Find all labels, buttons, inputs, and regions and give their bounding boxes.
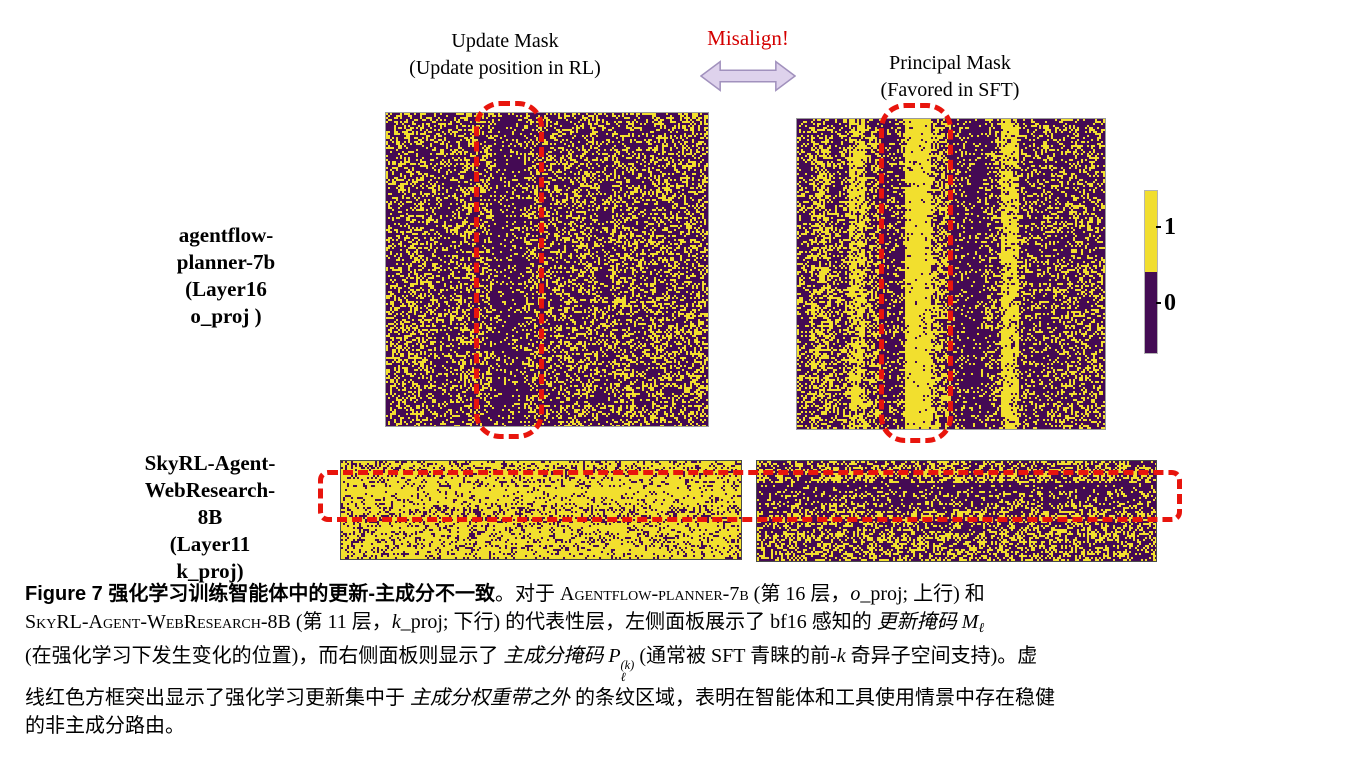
update-mask-title: Update Mask (Update position in RL)	[409, 30, 601, 79]
heatmap-principal-mask-skyrl	[756, 460, 1157, 562]
colorbar-high-segment	[1145, 191, 1157, 272]
agentflow-row-label: agentflow-planner-7b (Layer16 o_proj )	[176, 223, 276, 328]
bottom-row-highlight-box	[318, 470, 1182, 522]
heatmap-update-mask-agentflow	[385, 112, 709, 427]
skyrl-row-label: SkyRL-Agent- WebResearch- 8B (Layer11 k_proj…	[144, 451, 276, 583]
misalign-label: Misalign!	[707, 26, 789, 50]
misalign-arrow-icon	[700, 58, 796, 94]
colorbar	[1144, 190, 1158, 354]
figure-caption: Figure 7 强化学习训练智能体中的更新-主成分不一致。对于 Agentfl…	[25, 583, 1055, 737]
colorbar-tick-0	[1156, 302, 1161, 304]
colorbar-tick-1	[1156, 226, 1161, 228]
colorbar-label-0: 0	[1164, 290, 1176, 316]
principal-highlight-box	[879, 103, 953, 443]
colorbar-low-segment	[1145, 272, 1157, 353]
colorbar-label-1: 1	[1164, 214, 1176, 240]
update-highlight-box	[474, 101, 544, 439]
principal-mask-title: Principal Mask (Favored in SFT)	[880, 52, 1020, 101]
heatmap-update-mask-skyrl	[340, 460, 742, 560]
